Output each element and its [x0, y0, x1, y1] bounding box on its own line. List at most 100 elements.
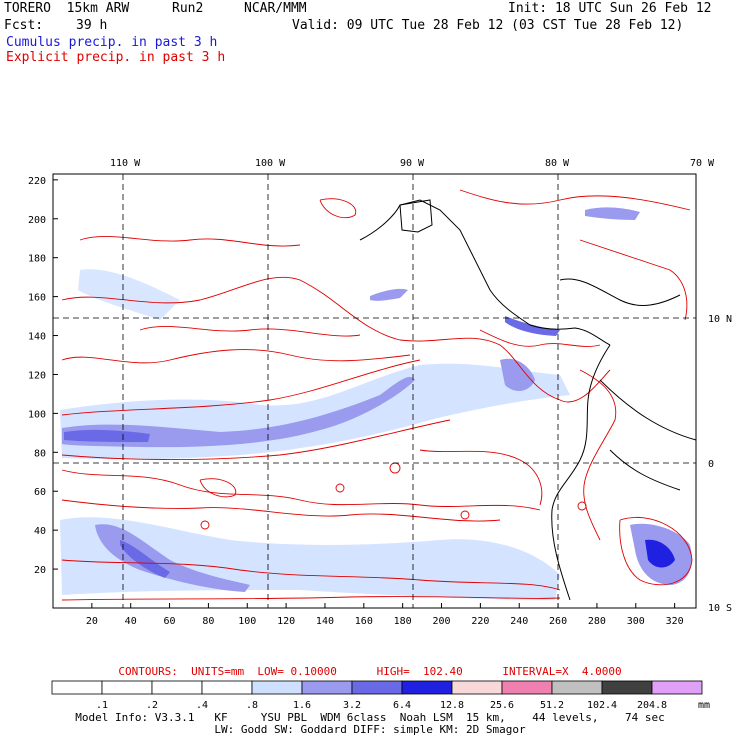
y-tick-label: 120 [28, 370, 46, 381]
precip-band-max [645, 539, 675, 568]
x-tick-label: 80 [202, 616, 214, 627]
x-tick-label: 120 [277, 616, 295, 627]
x-tick-label: 160 [355, 616, 373, 627]
contour-line [139, 326, 361, 337]
precip-band-mid [62, 376, 415, 448]
colorbar-swatch [651, 680, 703, 695]
colorbar-label: 204.8 [637, 700, 667, 711]
colorbar-label: 51.2 [540, 700, 564, 711]
model-name: TORERO 15km ARW [4, 1, 130, 16]
x-tick-label: 300 [627, 616, 645, 627]
init-time: Init: 18 UTC Sun 26 Feb 12 [508, 1, 712, 16]
colorbar-swatch [501, 680, 553, 695]
model-info-line1: Model Info: V3.3.1 KF YSU PBL WDM 6class… [75, 711, 665, 724]
model-info-line2: LW: Godd SW: Goddard DIFF: simple KM: 2D… [214, 723, 526, 736]
contour-line [319, 198, 357, 219]
colorbar-label: .1 [96, 700, 108, 711]
colorbar-swatch [101, 680, 153, 695]
y-tick-label: 100 [28, 409, 46, 420]
fcst-value: 39 h [76, 18, 108, 33]
lon-label-110w: 110 W [110, 158, 141, 169]
lon-label-100w: 100 W [255, 158, 286, 169]
x-tick-label: 200 [432, 616, 450, 627]
precip-band-mid [370, 288, 408, 301]
lat-label-0: 0 [708, 459, 714, 470]
x-tick-label: 60 [164, 616, 176, 627]
x-tick-label: 220 [471, 616, 489, 627]
cumulus-precip-shading [60, 207, 692, 600]
x-tick-label: 20 [86, 616, 98, 627]
contour-line [479, 329, 601, 347]
x-tick-label: 240 [510, 616, 528, 627]
lat-labels: 10 N 0 10 S [708, 314, 732, 614]
colorbar-label: .2 [146, 700, 158, 711]
y-tick-label: 80 [34, 448, 46, 459]
colorbar-swatch [51, 680, 103, 695]
colorbar-label: 102.4 [587, 700, 617, 711]
lon-label-80w: 80 W [545, 158, 570, 169]
colorbar-swatch [251, 680, 303, 695]
precip-band-mid [585, 207, 640, 220]
valid-time: Valid: 09 UTC Tue 28 Feb 12 (03 CST Tue … [292, 18, 684, 33]
coastline-interior [609, 449, 681, 491]
lon-label-90w: 90 W [400, 158, 425, 169]
contour-line [459, 189, 691, 211]
org-label: NCAR/MMM [244, 1, 307, 16]
colorbar-swatch [151, 680, 203, 695]
x-tick-label: 140 [316, 616, 334, 627]
colorbar-label: 12.8 [440, 700, 464, 711]
contour-cell [335, 483, 345, 493]
colorbar-label: 1.6 [293, 700, 311, 711]
lat-label-10n: 10 N [708, 314, 732, 325]
contour-line [579, 369, 617, 541]
y-tick-label: 40 [34, 526, 46, 537]
precip-band-light [78, 269, 180, 320]
colorbar-swatch [451, 680, 503, 695]
contour-line [579, 239, 688, 321]
contour-line [61, 349, 411, 364]
lon-labels: 110 W 100 W 90 W 80 W 70 W [110, 158, 715, 169]
contour-line [61, 559, 561, 591]
y-tick-label: 220 [28, 176, 46, 187]
colorbar-label: .8 [246, 700, 258, 711]
colorbar-swatch [351, 680, 403, 695]
x-tick-label: 40 [125, 616, 137, 627]
x-axis-ticks: 20 40 60 80 100 120 140 160 180 200 220 240 260 280 30… [86, 603, 684, 627]
explicit-precip-contours [61, 189, 693, 601]
cumulus-legend: Cumulus precip. in past 3 h [6, 35, 218, 50]
colorbar-swatch [201, 680, 253, 695]
precip-band-heavy [64, 429, 150, 442]
y-tick-label: 20 [34, 565, 46, 576]
colorbar-label: .4 [196, 700, 208, 711]
coastline-yucatan [399, 199, 433, 233]
contour-line [619, 516, 693, 586]
coastline-south-america [551, 344, 611, 601]
colorbar: .1 .2 .4 .8 1.6 3.2 6.4 12.8 25.6 51.2 102.4 204.8 [51, 680, 703, 711]
y-tick-label: 140 [28, 332, 46, 343]
colorbar-swatch [601, 680, 653, 695]
contour-line [61, 359, 421, 416]
contour-line [199, 478, 237, 498]
x-tick-label: 280 [588, 616, 606, 627]
contour-line [61, 276, 611, 403]
x-tick-label: 180 [394, 616, 412, 627]
y-axis-ticks: 20 40 60 80 100 120 140 160 180 200 220 [28, 176, 58, 576]
coastlines [359, 199, 697, 601]
explicit-legend: Explicit precip. in past 3 h [6, 50, 226, 65]
run-label: Run2 [172, 1, 204, 16]
coastline-caribbean [559, 278, 681, 306]
y-tick-label: 200 [28, 215, 46, 226]
y-tick-label: 60 [34, 487, 46, 498]
y-tick-label: 160 [28, 293, 46, 304]
contour-line [61, 419, 451, 460]
colorbar-label: 3.2 [343, 700, 361, 711]
coastline-east [599, 379, 697, 441]
colorbar-swatch [301, 680, 353, 695]
precip-band-heavy [120, 540, 170, 578]
contour-line [419, 449, 543, 506]
colorbar-label: 6.4 [393, 700, 411, 711]
contour-line [61, 469, 541, 511]
precip-band-mid [500, 358, 535, 392]
x-tick-label: 260 [549, 616, 567, 627]
